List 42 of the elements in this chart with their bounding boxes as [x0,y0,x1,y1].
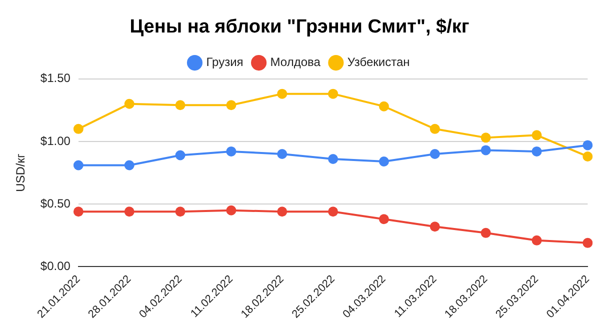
y-tick-label: $0.50 [40,196,71,210]
point [124,160,134,170]
point [328,206,338,217]
y-tick-label: $0.00 [40,259,71,274]
point [277,148,288,159]
point [226,205,236,216]
point [277,88,288,99]
point [480,132,491,143]
chart-title: Цены на яблоки "Грэнни Смит", $/кг [130,16,470,38]
y-tick-label: $1.00 [40,134,71,148]
point [175,150,186,160]
point [582,238,593,248]
point [73,206,84,217]
y-axis-title: USD/кг [14,152,28,192]
point [582,140,593,150]
point [532,130,542,140]
point [532,146,542,156]
point [175,100,186,110]
point [73,160,84,170]
point [378,214,389,224]
point [328,88,338,99]
y-tick-label: $1.50 [40,71,71,86]
legend-label: Грузия [206,55,244,70]
point [226,146,236,156]
point [532,235,542,246]
point [277,206,288,217]
point [378,156,389,166]
point [378,101,389,112]
point [582,151,593,162]
point [226,100,236,110]
point [124,206,134,217]
point [430,222,440,232]
point [430,124,440,134]
point [480,228,491,238]
point [430,148,440,159]
legend-label: Молдова [270,55,321,70]
point [124,98,134,109]
legend-label: Узбекистан [347,55,410,70]
point [175,206,186,217]
point [328,154,338,164]
point [73,124,84,134]
point [480,145,491,156]
